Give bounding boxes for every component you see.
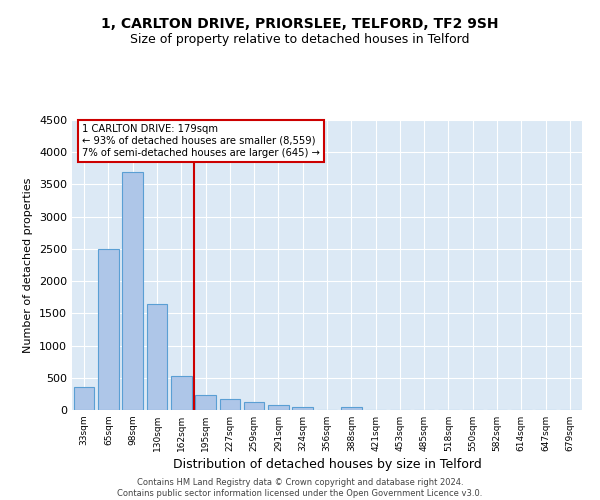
Bar [122, 172, 143, 410]
Text: Size of property relative to detached houses in Telford: Size of property relative to detached ho… [130, 32, 470, 46]
Bar [268, 405, 289, 410]
Bar [74, 388, 94, 410]
Text: 1 CARLTON DRIVE: 179sqm
← 93% of detached houses are smaller (8,559)
7% of semi-: 1 CARLTON DRIVE: 179sqm ← 93% of detache… [82, 124, 320, 158]
X-axis label: Distribution of detached houses by size in Telford: Distribution of detached houses by size … [173, 458, 481, 471]
Bar [341, 407, 362, 410]
Text: Contains HM Land Registry data © Crown copyright and database right 2024.
Contai: Contains HM Land Registry data © Crown c… [118, 478, 482, 498]
Bar [146, 304, 167, 410]
Bar [244, 402, 265, 410]
Bar [98, 249, 119, 410]
Bar [220, 398, 240, 410]
Bar [171, 376, 191, 410]
Bar [292, 407, 313, 410]
Bar [195, 394, 216, 410]
Text: 1, CARLTON DRIVE, PRIORSLEE, TELFORD, TF2 9SH: 1, CARLTON DRIVE, PRIORSLEE, TELFORD, TF… [101, 18, 499, 32]
Y-axis label: Number of detached properties: Number of detached properties [23, 178, 34, 352]
